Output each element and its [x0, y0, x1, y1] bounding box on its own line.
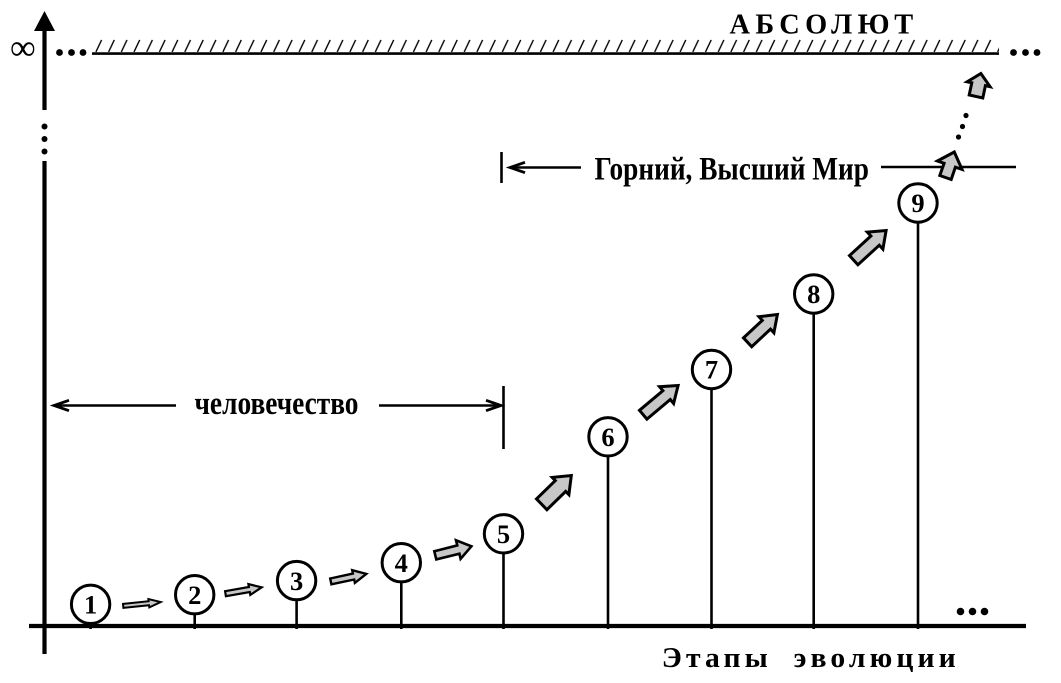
svg-text:7: 7 — [705, 355, 718, 385]
svg-text:∞: ∞ — [10, 28, 36, 68]
svg-text:5: 5 — [497, 519, 510, 549]
svg-text:6: 6 — [601, 422, 614, 452]
svg-text:Горний, Высший Мир: Горний, Высший Мир — [595, 152, 870, 188]
svg-text:АБСОЛЮТ: АБСОЛЮТ — [730, 9, 919, 41]
svg-text:Этапы эволюции: Этапы эволюции — [662, 642, 960, 674]
svg-text:4: 4 — [395, 548, 408, 578]
svg-text:2: 2 — [188, 580, 201, 610]
svg-text:человечество: человечество — [195, 386, 359, 422]
svg-text:8: 8 — [807, 279, 820, 309]
svg-text:1: 1 — [84, 590, 97, 620]
svg-text:3: 3 — [290, 566, 303, 596]
svg-text:9: 9 — [911, 188, 924, 218]
